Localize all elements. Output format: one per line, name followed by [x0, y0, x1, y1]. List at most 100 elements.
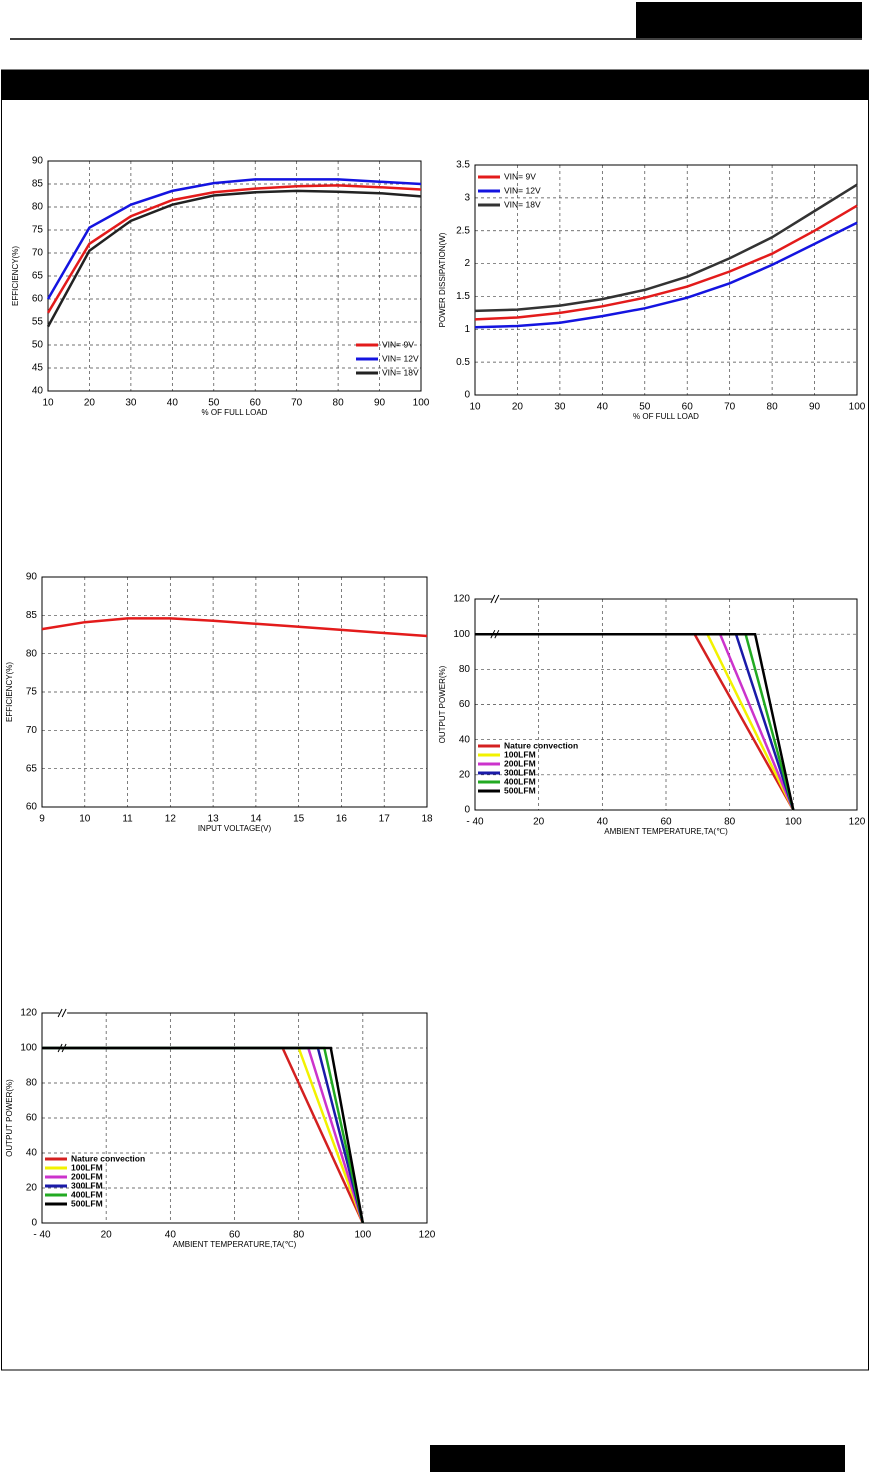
- legend-label: 300LFM: [71, 1180, 103, 1190]
- x-tick-label: 80: [333, 398, 345, 409]
- x-tick-label: 40: [597, 402, 609, 413]
- x-tick-label: 10: [79, 814, 91, 825]
- x-tick-label: 70: [724, 402, 736, 413]
- x-tick-label: 90: [374, 398, 386, 409]
- y-tick-label: 55: [32, 317, 44, 328]
- y-tick-label: 70: [26, 725, 38, 736]
- y-tick-label: 0: [31, 1218, 37, 1229]
- series-line: [41, 617, 428, 638]
- y-tick-label: 100: [453, 629, 470, 640]
- series-line: [42, 1046, 365, 1224]
- series-line: [475, 632, 795, 811]
- section-bar: [1, 70, 869, 100]
- y-tick-label: 2.5: [456, 225, 470, 236]
- x-tick-label: 60: [682, 402, 694, 413]
- plot-frame: [41, 1012, 428, 1224]
- x-tick-label: 80: [724, 817, 736, 828]
- x-axis-label: INPUT VOLTAGE(V): [198, 824, 272, 833]
- legend-label: VIN= 18V: [504, 199, 541, 209]
- y-tick-label: 40: [26, 1148, 38, 1159]
- x-tick-label: 50: [639, 402, 651, 413]
- x-axis-label: AMBIENT TEMPERATURE,TA(℃): [173, 1240, 297, 1249]
- plot-frame: [41, 576, 428, 808]
- x-tick-label: 20: [101, 1230, 113, 1241]
- legend-label: 400LFM: [504, 776, 536, 786]
- x-tick-label: - 40: [466, 817, 484, 828]
- y-tick-label: 80: [26, 1078, 38, 1089]
- y-tick-label: 45: [32, 363, 44, 374]
- y-tick-label: 0: [464, 390, 470, 401]
- x-tick-label: 20: [84, 398, 96, 409]
- x-tick-label: 100: [849, 402, 866, 413]
- footer-box: [430, 1445, 845, 1472]
- y-tick-label: 65: [26, 763, 38, 774]
- legend-label: VIN= 9V: [504, 171, 536, 181]
- x-axis-label: AMBIENT TEMPERATURE,TA(℃): [604, 827, 728, 836]
- axis-break: [490, 594, 500, 604]
- y-tick-label: 1: [464, 324, 470, 335]
- axis-break-gap: [59, 1009, 68, 1017]
- y-axis-label: OUTPUT POWER(%): [5, 1079, 14, 1157]
- series-line: [474, 204, 858, 321]
- x-tick-label: 18: [421, 814, 433, 825]
- legend-label: 400LFM: [71, 1189, 103, 1199]
- x-tick-label: 13: [208, 814, 220, 825]
- plot-frame: [474, 164, 858, 396]
- y-tick-label: 3.5: [456, 160, 470, 171]
- x-tick-label: 12: [165, 814, 177, 825]
- y-tick-label: 40: [32, 386, 44, 397]
- plot-frame: [474, 598, 858, 811]
- y-tick-label: 20: [26, 1183, 38, 1194]
- x-tick-label: 30: [554, 402, 566, 413]
- legend-label: 300LFM: [504, 767, 536, 777]
- y-tick-label: 75: [26, 687, 38, 698]
- x-tick-label: 70: [291, 398, 303, 409]
- legend-label: 500LFM: [71, 1198, 103, 1208]
- y-tick-label: 3: [464, 192, 470, 203]
- series-line: [46, 178, 422, 300]
- x-tick-label: 60: [250, 398, 262, 409]
- legend-label: VIN= 9V: [382, 339, 414, 349]
- y-tick-label: 60: [26, 1113, 38, 1124]
- x-tick-label: 80: [767, 402, 779, 413]
- y-tick-label: 100: [20, 1043, 37, 1054]
- x-tick-label: 80: [293, 1230, 305, 1241]
- x-tick-label: 10: [469, 402, 481, 413]
- y-axis-label: OUTPUT POWER(%): [438, 665, 447, 743]
- y-tick-label: 60: [459, 699, 471, 710]
- x-tick-label: 100: [785, 817, 802, 828]
- x-tick-label: 10: [42, 398, 54, 409]
- x-tick-label: 40: [597, 817, 609, 828]
- x-tick-label: 30: [125, 398, 137, 409]
- y-tick-label: 70: [32, 248, 44, 259]
- y-tick-label: 2: [464, 258, 470, 269]
- x-tick-label: 15: [293, 814, 305, 825]
- x-tick-label: 60: [229, 1230, 241, 1241]
- x-tick-label: 120: [419, 1230, 436, 1241]
- x-axis-label: % OF FULL LOAD: [633, 412, 699, 421]
- y-tick-label: 60: [26, 802, 38, 813]
- series-line: [46, 189, 422, 328]
- y-tick-label: 60: [32, 294, 44, 305]
- legend-label: Nature convection: [504, 740, 578, 750]
- y-tick-label: 120: [453, 594, 470, 605]
- x-tick-label: 40: [165, 1230, 177, 1241]
- y-tick-label: 1.5: [456, 291, 470, 302]
- y-axis-label: EFFICIENCY(%): [5, 662, 14, 722]
- axis-break-gap: [491, 595, 500, 603]
- legend-label: 200LFM: [71, 1171, 103, 1181]
- series-line: [474, 221, 858, 329]
- y-tick-label: 0: [464, 805, 470, 816]
- plot-frame: [47, 160, 422, 392]
- y-tick-label: 65: [32, 271, 44, 282]
- y-axis-label: EFFICIENCY(%): [11, 246, 20, 306]
- x-tick-label: 16: [336, 814, 348, 825]
- legend-label: VIN= 12V: [382, 353, 419, 363]
- header-box: [636, 2, 862, 38]
- x-tick-label: 100: [413, 398, 430, 409]
- x-tick-label: 40: [167, 398, 179, 409]
- legend-label: 100LFM: [504, 749, 536, 759]
- x-tick-label: 100: [354, 1230, 371, 1241]
- series-line: [474, 183, 858, 313]
